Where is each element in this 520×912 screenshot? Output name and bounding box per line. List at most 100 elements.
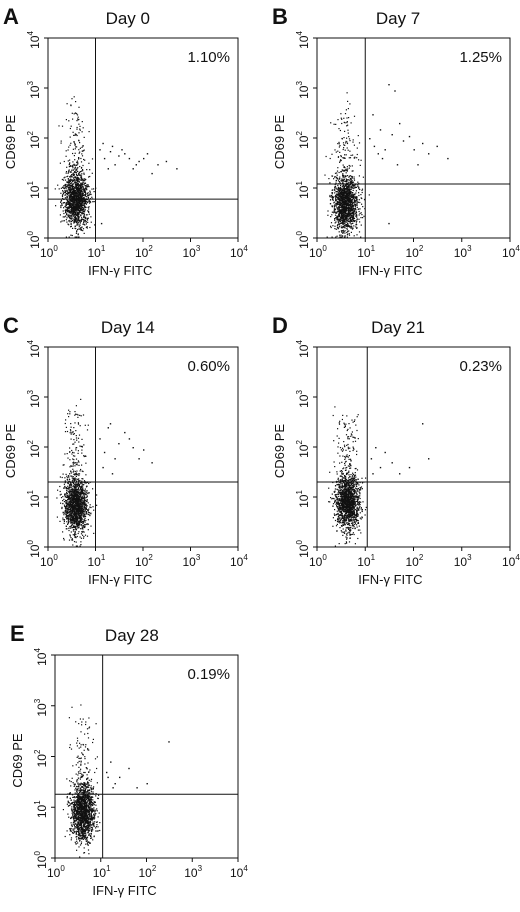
event-dot — [340, 113, 342, 115]
event-dot — [83, 502, 86, 504]
event-dot — [72, 488, 74, 490]
event-dot — [73, 208, 75, 210]
x-tick-label: 103 — [183, 553, 201, 569]
event-dot — [78, 216, 80, 218]
event-dot — [82, 501, 84, 503]
event-dot — [69, 184, 71, 186]
event-dot — [63, 520, 65, 522]
event-dot — [356, 205, 358, 207]
event-dot — [69, 159, 71, 161]
event-dot — [76, 187, 79, 189]
event-dot — [84, 488, 86, 490]
event-dot — [351, 226, 353, 228]
event-dot — [336, 473, 338, 475]
event-dot — [73, 495, 75, 497]
event-dot — [72, 431, 74, 433]
event-dot — [333, 498, 335, 500]
event-dot — [73, 195, 76, 197]
event-dot — [85, 519, 87, 522]
event-dot — [357, 135, 359, 137]
event-dot — [348, 519, 350, 521]
event-dot — [351, 165, 353, 167]
event-dot — [85, 206, 87, 208]
event-dot — [339, 212, 341, 214]
event-dot — [336, 219, 338, 221]
event-dot — [75, 204, 77, 206]
event-dot — [78, 507, 80, 509]
event-dot — [75, 527, 77, 529]
x-tick-exponent: 0 — [53, 244, 58, 253]
event-dot — [81, 173, 83, 175]
y-tick-label: 104 — [26, 31, 42, 49]
event-dot — [83, 201, 85, 203]
event-dot — [349, 217, 351, 219]
event-dot — [78, 106, 80, 108]
event-dot — [73, 163, 75, 165]
event-dot — [68, 206, 70, 208]
x-tick-exponent: 2 — [148, 553, 153, 562]
event-dot — [81, 502, 83, 504]
event-dot — [355, 214, 358, 216]
event-dot — [78, 158, 80, 160]
event-dot — [354, 187, 356, 189]
event-dot — [96, 504, 98, 506]
event-dot — [359, 529, 361, 531]
event-dot — [64, 194, 66, 196]
outlier-dot — [422, 142, 424, 145]
event-dot — [73, 175, 75, 177]
event-dot — [74, 495, 76, 497]
event-dot — [71, 501, 73, 503]
event-dot — [73, 194, 75, 196]
event-dot — [80, 161, 83, 163]
event-dot — [78, 195, 80, 197]
event-dot — [352, 205, 354, 207]
event-dot — [82, 186, 84, 188]
event-dot — [86, 496, 88, 499]
event-dot — [82, 202, 84, 204]
event-dot — [75, 522, 78, 524]
event-dot — [73, 202, 75, 204]
event-dot — [67, 501, 69, 503]
event-dot — [75, 473, 78, 475]
event-dot — [75, 541, 77, 543]
event-dot — [73, 193, 75, 195]
event-dot — [76, 507, 79, 509]
event-dot — [81, 197, 84, 199]
x-tick-label: 102 — [135, 553, 153, 569]
event-dot — [359, 188, 361, 191]
event-dot — [342, 210, 344, 212]
event-dot — [83, 197, 85, 199]
event-dot — [353, 197, 355, 199]
event-dot — [352, 216, 354, 218]
event-dot — [339, 189, 342, 191]
event-dot — [83, 489, 85, 491]
event-dot — [79, 209, 81, 211]
event-dot — [68, 476, 70, 478]
event-dot — [70, 504, 72, 506]
event-dot — [69, 520, 71, 522]
event-dot — [352, 204, 354, 206]
event-dot — [351, 187, 353, 189]
event-dot — [70, 491, 72, 493]
event-dot — [63, 187, 65, 189]
event-dot — [344, 224, 346, 226]
event-dot — [68, 163, 71, 165]
event-dot — [342, 190, 344, 192]
event-dot — [66, 210, 68, 212]
event-dot — [81, 131, 83, 133]
event-dot — [78, 510, 80, 512]
event-dot — [82, 478, 84, 480]
event-dot — [78, 512, 80, 514]
event-dot — [350, 188, 352, 190]
event-dot — [78, 434, 81, 436]
event-dot — [76, 126, 78, 129]
event-dot — [339, 236, 341, 238]
event-dot — [342, 232, 344, 234]
event-dot — [72, 451, 74, 453]
event-dot — [338, 423, 341, 425]
event-dot — [345, 213, 348, 215]
event-dot — [70, 226, 72, 228]
event-dot — [338, 212, 340, 214]
event-dot — [341, 180, 343, 182]
x-tick-base: 10 — [135, 555, 149, 569]
